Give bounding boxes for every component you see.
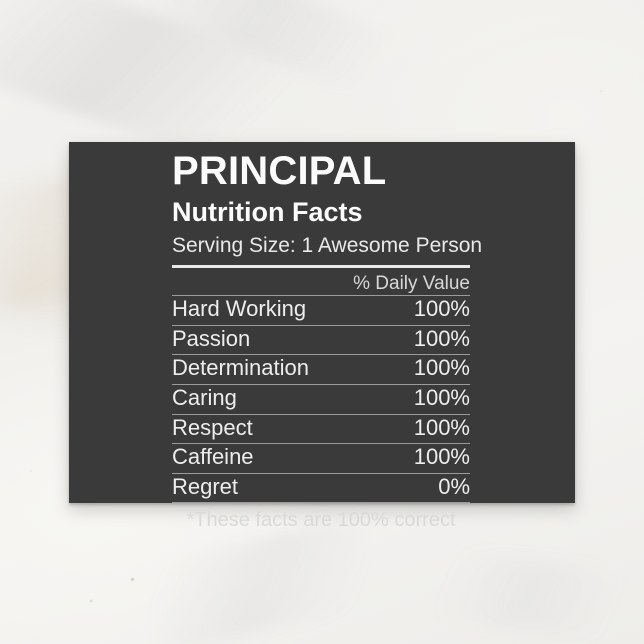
card-subtitle: Nutrition Facts [172,197,363,227]
serving-size: Serving Size: 1 Awesome Person [172,234,483,257]
business-card: PRINCIPAL Nutrition Facts Serving Size: … [69,142,575,530]
card-title: PRINCIPAL [172,149,387,193]
marble-speck [131,578,134,581]
table-row: Passion 100% [172,326,470,355]
nutrient-value: 100% [413,296,470,321]
row-divider [172,354,470,356]
row-divider [172,383,470,385]
marble-speck [30,470,32,472]
table-row: Caring 100% [172,385,470,414]
table-row: Determination 100% [172,355,470,384]
nutrient-label: Respect [172,414,253,440]
row-divider [172,502,470,504]
nutrient-value: 0% [438,473,470,499]
table-row: Regret 0% [172,474,470,503]
table-row: Respect 100% [172,415,470,444]
row-divider [172,295,470,296]
row-divider [172,443,470,445]
nutrient-value: 100% [413,384,470,410]
nutrient-label: Hard Working [172,296,307,321]
nutrient-label: Determination [172,355,309,381]
marble-speck [600,90,602,92]
row-divider [172,324,470,326]
nutrient-label: Regret [172,473,239,499]
marble-speck [90,600,92,602]
table-row: Hard Working 100% [172,296,470,325]
nutrient-value: 100% [413,325,470,351]
header-rule [172,265,470,268]
nutrient-value: 100% [413,444,470,470]
nutrition-label: PRINCIPAL Nutrition Facts Serving Size: … [172,148,483,532]
nutrient-label: Passion [172,325,251,351]
table-row: Caffeine 100% [172,444,470,473]
nutrient-label: Caring [172,384,237,410]
row-divider [172,472,470,474]
footnote: *These facts are 100% correct [186,509,456,532]
nutrient-value: 100% [413,355,470,381]
nutrient-label: Caffeine [172,444,254,470]
nutrient-value: 100% [413,414,470,440]
daily-value-header: % Daily Value [353,273,470,294]
row-divider [172,413,470,415]
